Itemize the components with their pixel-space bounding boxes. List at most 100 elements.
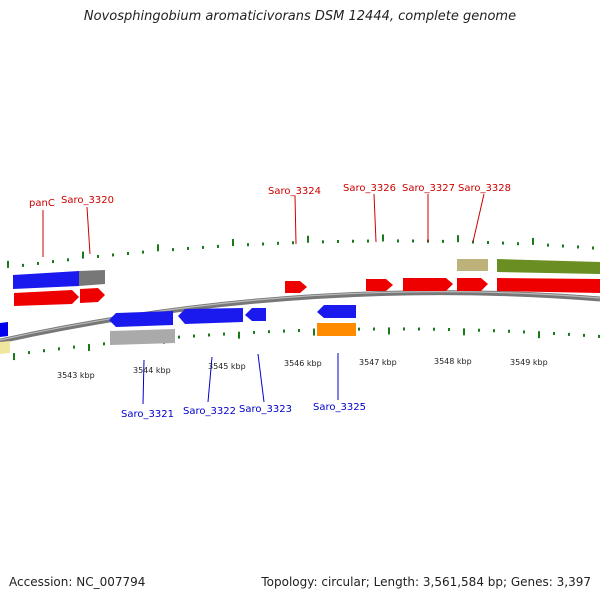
gene-label-saro3320[interactable]: Saro_3320 [61,195,114,206]
gene-label-saro3324[interactable]: Saro_3324 [268,186,321,197]
forward-label-leaders [42,193,485,257]
minor-tick-outer [142,250,144,254]
minor-tick-inner [103,342,105,346]
major-tick-outer [382,234,384,242]
gene-label-saro3323[interactable]: Saro_3323 [239,404,292,415]
minor-tick-inner [373,327,375,331]
minor-tick-outer [352,239,354,243]
minor-tick-outer [337,239,339,243]
genome-backbone [0,290,600,344]
tan-feature[interactable] [457,259,488,271]
tick-label-3546: 3546 kbp [284,359,322,368]
minor-tick-inner [208,333,210,337]
gene-label-saro3327[interactable]: Saro_3327 [402,183,455,194]
olive-feature[interactable] [497,259,600,274]
minor-tick-inner [478,328,480,332]
leader-saro3324 [294,195,297,245]
minor-tick-outer [577,245,579,249]
major-tick-inner [388,327,390,335]
pale-feature[interactable] [0,341,10,354]
minor-tick-outer [367,239,369,243]
major-tick-outer [307,235,309,243]
orange-feature[interactable] [317,323,356,336]
gene-saro3326-arrow[interactable] [366,279,393,291]
minor-tick-inner [73,345,75,349]
minor-tick-outer [487,241,489,245]
leader-saro3321 [142,359,145,405]
gene-label-saro3328[interactable]: Saro_3328 [458,183,511,194]
gene-saro3324-arrow[interactable] [285,281,307,293]
gene-saro3321-arrow[interactable] [109,311,173,327]
minor-tick-dots [22,239,600,355]
tick-label-3545: 3545 kbp [208,362,246,371]
gene-saro3325-arrow[interactable] [317,305,356,318]
gene-label-saro3321[interactable]: Saro_3321 [121,409,174,420]
gene-panC-arrow[interactable] [14,290,79,306]
minor-tick-inner [403,327,405,331]
minor-tick-inner [358,327,360,331]
major-tick-outer [232,239,234,247]
minor-tick-inner [418,327,420,331]
minor-tick-inner [28,351,30,355]
minor-tick-inner [448,327,450,331]
minor-tick-outer [292,241,294,245]
major-tick-outer [157,244,159,252]
gene-label-saro3325[interactable]: Saro_3325 [313,402,366,413]
major-tick-outer [457,235,459,243]
major-tick-inner [13,353,15,361]
minor-tick-outer [67,258,69,262]
minor-tick-inner [223,332,225,336]
gene-label-panC[interactable]: panC [29,198,55,209]
gene-saro3322-arrow[interactable] [178,308,243,324]
gene-panC-feature[interactable] [13,271,79,289]
minor-tick-outer [397,239,399,243]
minor-tick-inner [508,329,510,333]
reverse-label-leaders [142,353,339,405]
minor-tick-outer [127,251,129,255]
gene-saro3320-feature[interactable] [79,270,105,286]
coordinate-labels: 3543 kbp 3544 kbp 3545 kbp 3546 kbp 3547… [57,357,548,380]
gray-feature[interactable] [110,329,175,345]
minor-tick-outer [412,239,414,243]
major-tick-inner [313,328,315,336]
minor-tick-inner [553,332,555,336]
minor-tick-inner [193,334,195,338]
minor-tick-outer [592,246,594,250]
major-tick-inner [538,331,540,339]
minor-tick-outer [112,253,114,257]
gene-saro3328-arrow[interactable] [457,278,488,291]
minor-tick-outer [187,246,189,250]
major-tick-outer [532,237,534,245]
minor-tick-outer [262,242,264,246]
minor-tick-inner [268,330,270,334]
minor-tick-outer [322,240,324,244]
topology-text: Topology: circular; Length: 3,561,584 bp… [261,575,591,589]
minor-tick-outer [247,243,249,247]
minor-tick-inner [583,333,585,337]
minor-tick-outer [502,241,504,245]
genome-backbone-highlight [0,291,600,341]
minor-tick-inner [298,329,300,333]
gene-saro3327-arrow[interactable] [403,278,453,291]
minor-tick-outer [442,239,444,243]
gene-saro3323-arrow[interactable] [245,308,266,321]
minor-tick-outer [37,261,39,265]
forward-gene-labels: panC Saro_3320 Saro_3324 Saro_3326 Saro_… [29,183,511,209]
gene-saro3320-arrow[interactable] [80,288,105,303]
gene-next-arrow[interactable] [497,278,600,293]
tick-label-3548: 3548 kbp [434,357,472,366]
minor-tick-inner [58,347,60,351]
leader-saro3320 [86,206,91,255]
gene-prev-arrow[interactable] [0,322,8,337]
minor-tick-inner [568,332,570,336]
minor-tick-outer [562,244,564,248]
minor-tick-outer [547,243,549,247]
gene-label-saro3326[interactable]: Saro_3326 [343,183,396,194]
major-tick-outer [7,260,9,268]
minor-tick-outer [22,263,24,267]
minor-tick-outer [217,244,219,248]
minor-tick-inner [493,329,495,333]
major-tick-inner [463,328,465,336]
gene-label-saro3322[interactable]: Saro_3322 [183,406,236,417]
